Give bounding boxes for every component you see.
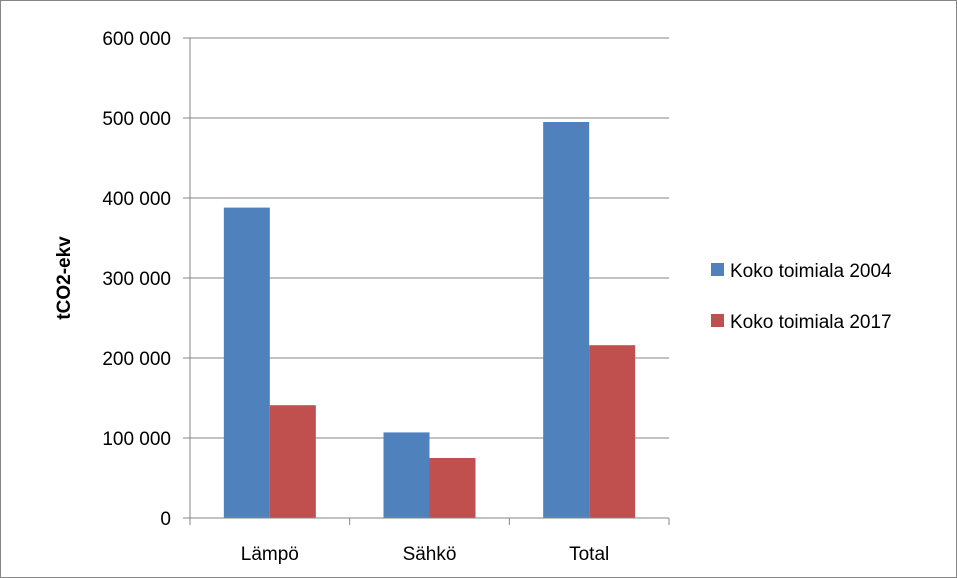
- y-tick-label: 500 000: [102, 109, 171, 130]
- x-tick-labels: Lämpö Sähkö Total: [241, 544, 609, 565]
- legend-swatch-1: [711, 263, 724, 276]
- y-tick-label: 100 000: [102, 429, 171, 450]
- x-tick-label: Sähkö: [403, 544, 457, 565]
- y-axis-title: tCO2-ekv: [54, 236, 75, 320]
- bar-2-1: [269, 405, 316, 518]
- bar-1-2: [383, 432, 430, 518]
- legend: Koko toimiala 2004 Koko toimiala 2017: [711, 261, 892, 333]
- axes: [183, 37, 670, 525]
- legend-label-2: Koko toimiala 2017: [730, 312, 892, 333]
- y-tick-label: 400 000: [102, 189, 171, 210]
- legend-swatch-2: [711, 314, 724, 327]
- x-tick-label: Total: [569, 544, 609, 565]
- bars: [223, 122, 636, 518]
- legend-label-1: Koko toimiala 2004: [730, 261, 892, 282]
- bar-1-1: [223, 207, 270, 518]
- y-tick-label: 600 000: [102, 29, 171, 50]
- bar-1-3: [543, 122, 590, 518]
- bar-2-2: [429, 458, 476, 518]
- bar-2-3: [589, 345, 636, 518]
- y-tick-labels: 0 100 000 200 000 300 000 400 000 500 000 600 …: [102, 29, 171, 530]
- y-tick-label: 0: [160, 509, 171, 530]
- x-tick-label: Lämpö: [241, 544, 299, 565]
- y-tick-label: 300 000: [102, 269, 171, 290]
- y-tick-label: 200 000: [102, 349, 171, 370]
